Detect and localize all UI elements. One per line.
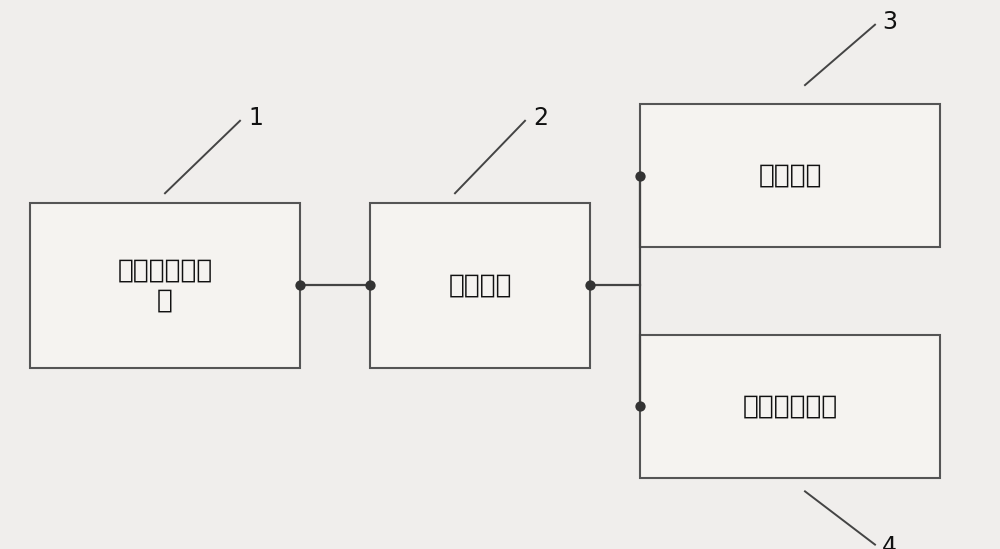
Text: 密钥管理单元: 密钥管理单元 xyxy=(742,393,838,419)
Point xyxy=(632,171,648,180)
Point xyxy=(362,281,378,290)
Text: 1: 1 xyxy=(248,106,263,130)
Text: 光交换主控单
元: 光交换主控单 元 xyxy=(117,257,213,313)
Point xyxy=(582,281,598,290)
Bar xyxy=(30,203,300,368)
Point xyxy=(632,402,648,411)
Text: 隔离单元: 隔离单元 xyxy=(448,272,512,299)
Bar xyxy=(370,203,590,368)
Text: 4: 4 xyxy=(882,535,897,549)
Text: 2: 2 xyxy=(533,106,548,130)
Text: 3: 3 xyxy=(882,10,897,34)
Text: 网管单元: 网管单元 xyxy=(758,163,822,189)
Bar xyxy=(640,335,940,478)
Bar xyxy=(640,104,940,247)
Point xyxy=(292,281,308,290)
